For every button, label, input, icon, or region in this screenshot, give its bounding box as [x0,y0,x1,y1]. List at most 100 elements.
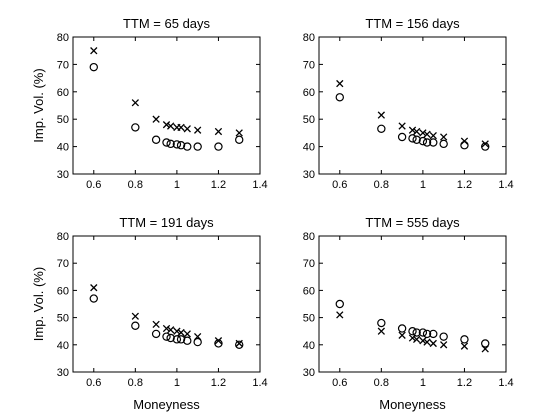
data-point-circle [172,140,182,149]
data-point-circle [162,138,171,147]
x-tick-label: 1.4 [252,377,267,389]
plot-frame [72,36,261,175]
x-tick-label: 1 [420,377,426,389]
data-point-cross [166,326,175,334]
data-point-circle [162,332,171,341]
y-tick-label: 60 [57,87,69,99]
x-tick-label: 0.8 [128,377,143,389]
y-tick-label: 50 [303,313,315,325]
y-tick-label: 80 [57,32,69,44]
y-tick-label: 60 [303,285,315,297]
panel-title: TTM = 191 days [119,215,214,230]
x-tick-label: 1.4 [252,179,267,191]
x-axis-label: Moneyness [379,397,446,412]
y-tick-label: 50 [57,313,69,325]
data-point-circle [335,299,344,309]
panel-title: TTM = 555 days [365,215,460,230]
data-point-cross [440,133,448,141]
data-point-cross [177,328,185,337]
data-point-circle [235,340,244,349]
x-tick-label: 1.4 [498,377,513,389]
data-point-circle [408,327,417,336]
x-tick-label: 1 [174,377,180,389]
data-point-circle [439,139,448,149]
data-point-cross [162,324,171,333]
y-tick-label: 70 [57,59,69,71]
data-point-cross [423,130,431,138]
plot-frame [318,235,507,373]
data-point-circle [460,141,469,150]
panel-title: TTM = 156 days [365,16,460,31]
data-point-cross [429,339,437,348]
data-point-cross [440,341,448,349]
x-tick-label: 1 [420,179,426,191]
data-point-cross [419,337,427,345]
data-point-circle [176,141,186,150]
data-point-circle [408,134,417,143]
y-tick-label: 70 [57,258,69,270]
data-point-circle [412,135,421,144]
data-point-cross [412,335,421,344]
data-point-cross [152,115,160,123]
y-tick-label: 30 [57,169,69,181]
data-point-cross [183,125,191,133]
data-point-cross [377,111,385,119]
data-point-circle [193,337,202,347]
x-tick-label: 0.8 [374,179,389,191]
data-point-cross [336,79,344,88]
y-tick-label: 60 [303,87,315,99]
plot-frame [318,36,507,175]
data-point-circle [176,335,186,344]
data-point-cross [412,127,421,136]
data-point-circle [89,62,98,72]
data-point-cross [423,338,431,346]
data-point-cross [419,129,427,137]
data-point-cross [131,312,139,320]
data-point-circle [166,333,175,343]
x-tick-label: 1.2 [457,179,472,191]
x-tick-label: 1.2 [457,377,472,389]
y-tick-label: 40 [57,340,69,352]
y-tick-label: 60 [57,285,69,297]
data-point-cross [131,99,139,107]
y-tick-label: 80 [57,231,69,243]
data-point-cross [214,337,223,345]
data-point-circle [481,339,490,348]
data-point-cross [235,129,243,137]
data-point-cross [398,122,406,130]
data-point-circle [335,93,344,102]
y-tick-label: 30 [57,367,69,379]
data-point-circle [172,335,182,344]
data-point-circle [412,328,421,337]
data-point-cross [429,131,437,140]
data-point-circle [397,132,407,142]
y-tick-label: 40 [303,142,315,154]
x-tick-label: 0.6 [86,377,101,389]
plot-frame [72,235,261,373]
data-point-circle [151,329,161,339]
data-point-circle [377,124,386,133]
data-point-circle [377,318,386,328]
data-point-cross [177,123,185,132]
data-point-cross [183,330,191,338]
x-tick-label: 1 [174,179,180,191]
data-point-circle [418,136,428,146]
data-point-circle [481,142,490,151]
y-tick-label: 80 [303,231,315,243]
panel-4: TTM = 555 days 0.6 0.8 1 1.2 1.4 30 40 50 60 70 80 M… [303,215,514,412]
y-tick-label: 30 [303,367,315,379]
y-tick-label: 40 [57,142,69,154]
y-axis-label: Imp. Vol. (%) [31,68,46,142]
data-point-cross [214,127,223,136]
data-point-circle [193,142,202,151]
panel-2: TTM = 156 days 0.6 0.8 1 1.2 1.4 30 40 50 60 70 80 [303,16,514,191]
data-point-cross [166,122,175,130]
data-point-circle [397,324,407,333]
data-point-cross [173,327,181,335]
x-tick-label: 1.4 [498,179,513,191]
data-point-cross [481,140,489,148]
data-point-cross [460,342,469,350]
data-point-circle [460,335,469,344]
data-point-circle [418,328,428,337]
